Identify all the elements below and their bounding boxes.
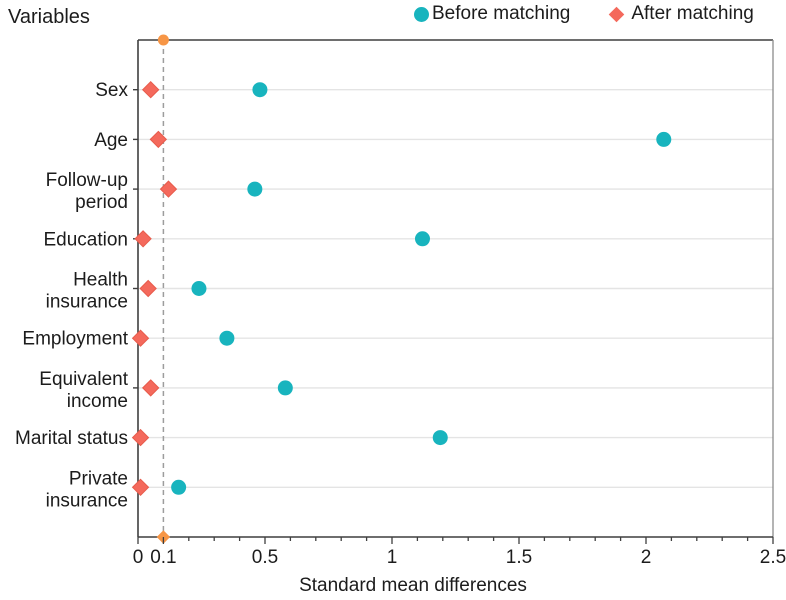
after-matching-point	[139, 279, 157, 298]
category-label: income	[67, 391, 128, 412]
x-tick-label: 0.1	[150, 547, 176, 568]
x-tick-label: 2.5	[760, 547, 786, 568]
legend-label: After matching	[631, 3, 754, 24]
before-matching-point	[191, 281, 207, 296]
category-label: Health	[73, 270, 128, 291]
y-axis-title: Variables	[8, 6, 90, 28]
category-label: Employment	[22, 329, 128, 350]
legend: Before matching After matching	[414, 3, 754, 25]
after-matching-point	[131, 329, 150, 347]
x-tick-label: 0	[133, 547, 144, 568]
after-matching-point	[141, 379, 160, 397]
reference-top-marker-icon	[157, 34, 169, 46]
before-matching-point	[171, 479, 187, 495]
before-matching-point	[219, 330, 235, 346]
before-matching-point	[656, 131, 672, 147]
x-axis-title: Standard mean differences	[299, 575, 527, 596]
category-label: Sex	[95, 80, 128, 101]
after-matching-point	[131, 478, 150, 497]
before-matching-point	[432, 430, 448, 446]
category-label: Age	[94, 130, 128, 151]
after-matching-point	[131, 428, 150, 447]
category-label: insurance	[46, 490, 128, 511]
diamond-icon	[609, 6, 625, 22]
before-matching-point	[277, 380, 293, 396]
legend-item-after-matching: After matching	[608, 3, 754, 25]
category-label: insurance	[46, 292, 128, 313]
after-matching-point	[141, 80, 160, 99]
category-label: period	[75, 192, 128, 213]
circle-icon	[414, 6, 429, 22]
before-matching-point	[414, 231, 430, 247]
after-matching-point	[149, 130, 168, 149]
category-label: Equivalent	[39, 369, 128, 390]
category-label: Education	[43, 229, 128, 250]
x-tick-label: 0.5	[252, 547, 278, 568]
legend-item-before-matching: Before matching	[414, 3, 570, 25]
after-matching-point	[159, 180, 178, 198]
category-label: Follow-up	[46, 170, 128, 191]
x-tick-label: 2	[641, 547, 652, 568]
before-matching-point	[247, 181, 263, 197]
before-matching-point	[252, 82, 268, 98]
category-label: Private	[69, 468, 128, 489]
x-tick-label: 1	[387, 547, 398, 568]
category-label: Marital status	[15, 428, 128, 449]
legend-label: Before matching	[432, 3, 571, 24]
after-matching-point	[134, 230, 152, 248]
x-tick-label: 1.5	[506, 547, 532, 568]
